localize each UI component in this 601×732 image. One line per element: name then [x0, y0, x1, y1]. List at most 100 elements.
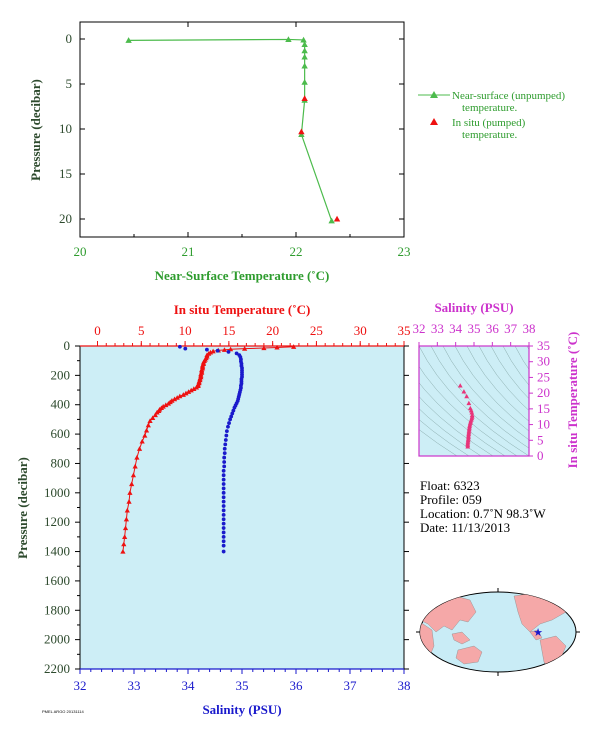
ts-y-tick-label: 20	[537, 385, 550, 400]
ts-marker	[461, 389, 467, 394]
legend-marker-unpumped	[430, 91, 438, 98]
ts-density-contour	[430, 346, 529, 449]
top-y-tick-label: 15	[59, 166, 72, 181]
main-temperature-marker	[127, 490, 133, 495]
top-unpumped-marker	[301, 53, 308, 60]
main-salinity-marker	[234, 351, 239, 356]
main-temperature-marker	[134, 454, 140, 460]
top-legend: Near-surface (unpumped) temperature. In …	[418, 90, 565, 141]
ts-plot-frame	[418, 345, 530, 457]
top-series-layer	[125, 36, 341, 224]
ts-x-tick-label: 38	[523, 321, 536, 336]
ts-salinity-axis-label: Salinity (PSU)	[434, 300, 513, 315]
main-y-tick-label: 1400	[44, 544, 70, 559]
top-y-tick-label: 0	[66, 31, 73, 46]
main-temperature-marker	[150, 415, 156, 421]
main-y-tick-label: 2200	[44, 661, 70, 676]
top-unpumped-marker	[300, 36, 307, 43]
main-temperature-marker	[126, 499, 132, 504]
ts-y-tick-label: 15	[537, 401, 550, 416]
main-y-tick-label: 1800	[44, 602, 70, 617]
main-salinity-marker	[222, 446, 227, 451]
main-salinity-marker	[222, 460, 227, 464]
main-y-tick-label: 800	[51, 455, 71, 470]
main-salinity-marker	[222, 455, 227, 460]
main-pressure-axis-label: Pressure (decibar)	[15, 457, 30, 559]
ts-density-contour	[419, 382, 506, 456]
ts-density-contour	[419, 429, 458, 456]
ts-density-contour	[502, 346, 529, 386]
ts-x-tick-label: 36	[486, 321, 500, 336]
main-temp-tick-label: 10	[179, 323, 192, 338]
main-salinity-marker	[221, 482, 226, 486]
main-salinity-marker	[221, 534, 226, 539]
main-temperature-marker	[174, 395, 180, 400]
main-temp-tick-label: 15	[222, 323, 235, 338]
main-temp-tick-label: 20	[266, 323, 279, 338]
top-y-tick-label: 5	[66, 76, 73, 91]
top-pumped-marker	[298, 128, 305, 135]
ts-series-layer	[457, 383, 475, 449]
info-float: Float: 6323	[420, 478, 480, 493]
top-unpumped-marker	[328, 217, 335, 224]
main-temperature-marker	[188, 387, 194, 393]
main-temperature-marker	[177, 393, 183, 399]
main-salinity-marker	[221, 539, 226, 544]
main-temperature-marker	[129, 481, 135, 487]
info-profile: Profile: 059	[420, 492, 482, 507]
main-temperature-marker	[121, 541, 127, 547]
main-temperature-marker	[124, 507, 130, 513]
map-border-ticks	[416, 588, 580, 676]
ts-marker	[465, 444, 471, 449]
main-sal-tick-label: 35	[236, 678, 249, 693]
main-pressure-tick-labels: 0 200 400 600 800 1000 1200 1400 1600 1800 2000 220…	[44, 338, 70, 676]
main-salinity-marker	[221, 495, 226, 500]
ts-marker	[457, 383, 463, 388]
main-salinity-marker	[224, 433, 229, 438]
legend-unpumped-line1: Near-surface (unpumped)	[452, 90, 565, 102]
main-sal-tick-label: 34	[182, 678, 196, 693]
main-tick-marks	[75, 341, 409, 674]
main-salinity-marker	[178, 344, 182, 349]
main-temperature-marker	[143, 427, 150, 433]
ts-marker	[466, 400, 472, 406]
top-tick-marks	[79, 22, 405, 237]
main-temperature-marker	[122, 534, 128, 539]
main-temperature-marker	[120, 548, 126, 554]
legend-pumped-line1: In situ (pumped)	[452, 117, 526, 129]
main-temperature-marker	[274, 344, 280, 350]
main-temperature-marker	[261, 345, 267, 351]
ts-marker	[468, 408, 474, 413]
legend-unpumped-line2: temperature.	[462, 102, 518, 114]
main-y-tick-label: 400	[51, 397, 71, 412]
main-temp-tick-label: 25	[310, 323, 323, 338]
float-info: Float: 6323 Profile: 059 Location: 0.7˚N…	[420, 478, 546, 535]
main-temperature-axis-label: In situ Temperature (˚C)	[174, 302, 311, 317]
main-temperature-marker	[291, 344, 297, 349]
main-temperature-marker	[130, 472, 137, 478]
ts-marker	[469, 410, 475, 415]
main-salinity-marker	[221, 526, 226, 530]
main-temperature-marker	[242, 346, 248, 351]
main-temp-tick-label: 5	[138, 323, 145, 338]
ts-x-tick-label: 33	[431, 321, 444, 336]
main-series-layer	[120, 344, 297, 554]
main-temperature-marker	[191, 386, 197, 391]
ts-y-tick-label: 0	[537, 448, 544, 463]
main-temp-tick-label: 0	[94, 323, 101, 338]
main-temperature-marker	[145, 422, 151, 428]
ts-density-contour	[419, 408, 482, 456]
top-unpumped-marker	[301, 47, 308, 54]
main-temperature-marker	[180, 392, 186, 397]
main-temperature-marker	[132, 463, 138, 469]
ts-y-tick-label: 5	[537, 432, 544, 447]
top-panel: 20 21 22 23 0 5 10 15 20 Near-Surface Temperatu…	[28, 21, 411, 283]
main-salinity-marker	[221, 549, 226, 554]
main-salinity-marker	[223, 438, 228, 442]
main-salinity-marker	[226, 424, 230, 429]
top-x-tick-label: 20	[74, 244, 87, 259]
ts-density-contour	[419, 396, 494, 456]
ts-y-tick-label: 30	[537, 354, 550, 369]
